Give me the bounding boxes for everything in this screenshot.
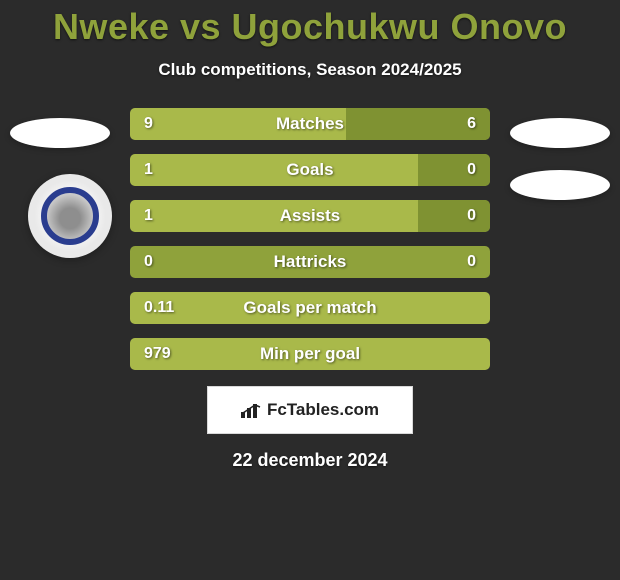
- brand-text: FcTables.com: [267, 400, 379, 420]
- player2-badge-ellipse-1: [510, 118, 610, 148]
- stat-bar-segment-right: [418, 200, 490, 232]
- stat-bar-row: 979 Min per goal: [130, 338, 490, 370]
- stat-bar-segment-left: [130, 200, 418, 232]
- stat-bar-segment-right: [418, 154, 490, 186]
- stat-left-value: 0: [144, 253, 153, 271]
- player1-club-crest: [28, 174, 112, 258]
- brand-box: FcTables.com: [207, 386, 413, 434]
- stat-right-value: 0: [467, 253, 476, 271]
- comparison-infographic: Nweke vs Ugochukwu Onovo Club competitio…: [0, 0, 620, 580]
- stat-label: Min per goal: [260, 344, 360, 364]
- stat-bar-row: 0.11 Goals per match: [130, 292, 490, 324]
- page-subtitle: Club competitions, Season 2024/2025: [158, 60, 461, 80]
- chart-stage: 9 6 Matches 1 0 Goals 1 0 Assists 0 0 Hattricks 0.11…: [0, 108, 620, 580]
- stat-left-value: 0.11: [144, 299, 174, 317]
- stat-right-value: 6: [467, 115, 476, 133]
- player1-badge-ellipse: [10, 118, 110, 148]
- page-title: Nweke vs Ugochukwu Onovo: [53, 6, 567, 48]
- stat-left-value: 1: [144, 207, 153, 225]
- stat-left-value: 979: [144, 345, 171, 363]
- stat-label: Goals: [286, 160, 333, 180]
- stat-left-value: 9: [144, 115, 153, 133]
- chart-icon: [241, 403, 261, 417]
- stat-bars: 9 6 Matches 1 0 Goals 1 0 Assists 0 0 Hattricks 0.11…: [130, 108, 490, 370]
- stat-bar-row: 0 0 Hattricks: [130, 246, 490, 278]
- stat-right-value: 0: [467, 207, 476, 225]
- stat-bar-row: 1 0 Assists: [130, 200, 490, 232]
- stat-label: Assists: [280, 206, 340, 226]
- stat-right-value: 0: [467, 161, 476, 179]
- date-text: 22 december 2024: [232, 450, 387, 471]
- stat-label: Goals per match: [243, 298, 376, 318]
- stat-bar-row: 1 0 Goals: [130, 154, 490, 186]
- stat-label: Matches: [276, 114, 344, 134]
- stat-label: Hattricks: [274, 252, 347, 272]
- stat-bar-row: 9 6 Matches: [130, 108, 490, 140]
- stat-bar-segment-left: [130, 154, 418, 186]
- player2-badge-ellipse-2: [510, 170, 610, 200]
- stat-left-value: 1: [144, 161, 153, 179]
- crest-inner: [41, 187, 99, 245]
